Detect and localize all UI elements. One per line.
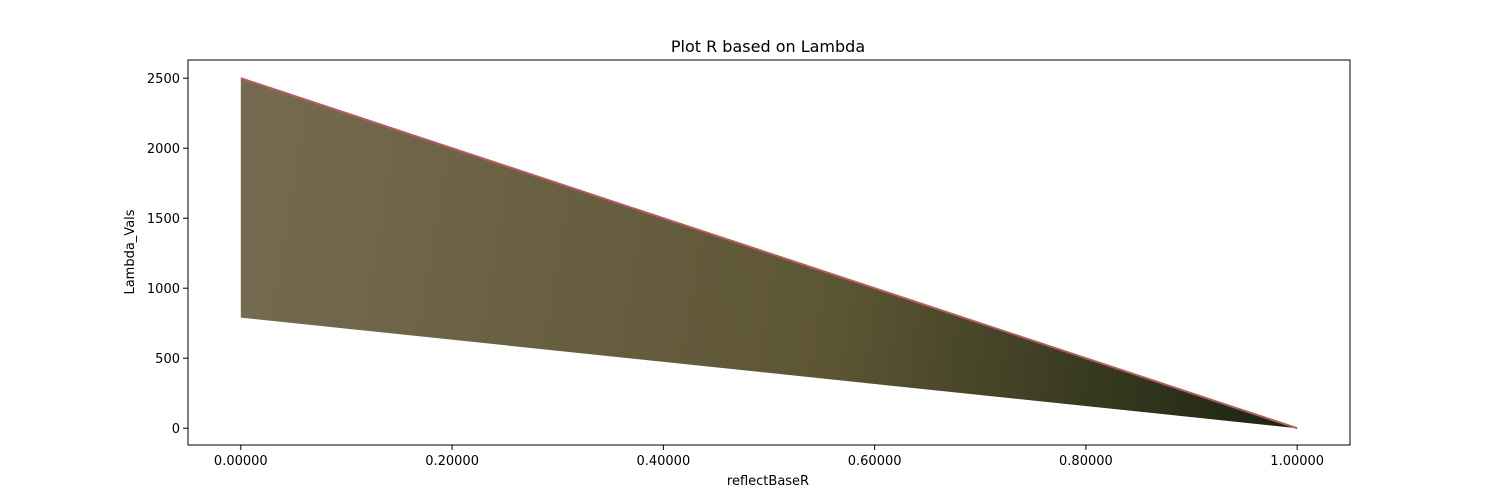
x-axis-label: reflectBaseR xyxy=(727,474,809,489)
chart-title: Plot R based on Lambda xyxy=(671,37,865,56)
x-tick-label: 0.00000 xyxy=(214,454,268,469)
x-tick-label: 0.40000 xyxy=(636,454,690,469)
y-tick-label: 1500 xyxy=(147,212,180,227)
y-tick-label: 2000 xyxy=(147,142,180,157)
y-tick-label: 0 xyxy=(172,422,180,437)
axes-frame xyxy=(187,59,1351,446)
x-axis: 0.00000 0.20000 0.40000 0.60000 0.80000 1.000… xyxy=(214,445,1324,469)
y-tick-label: 2500 xyxy=(147,72,180,87)
x-tick-label: 0.20000 xyxy=(425,454,479,469)
y-tick-label: 1000 xyxy=(147,282,180,297)
x-tick-label: 0.80000 xyxy=(1059,454,1113,469)
y-axis: 0 500 1000 1500 2000 2500 xyxy=(147,72,188,437)
y-axis-label: Lambda_Vals xyxy=(123,209,138,294)
plot-area xyxy=(187,59,1351,446)
upper-boundary-line xyxy=(240,77,1298,430)
x-tick-label: 1.00000 xyxy=(1270,454,1324,469)
y-tick-label: 500 xyxy=(155,352,180,367)
x-tick-label: 0.60000 xyxy=(848,454,902,469)
area-fill xyxy=(240,78,1298,429)
